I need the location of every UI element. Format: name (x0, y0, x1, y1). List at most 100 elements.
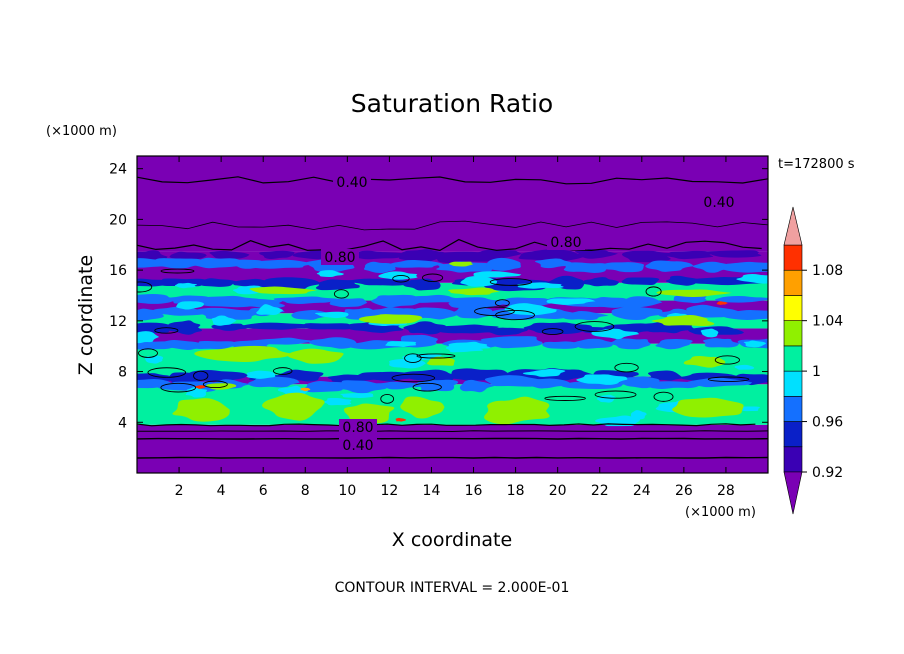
contour-line (714, 355, 740, 365)
x-tick-label: 12 (380, 483, 398, 499)
colorbar-bin (783, 396, 803, 422)
field-patch (615, 296, 663, 308)
field-patch (259, 250, 295, 259)
time-label: t=172800 s (778, 157, 855, 172)
field-patch (358, 314, 423, 324)
y-tick-label: 16 (109, 263, 127, 279)
field-patch (329, 298, 368, 308)
field-patch (248, 376, 300, 388)
contour-line (138, 348, 158, 358)
chart-title: Saturation Ratio (351, 89, 553, 118)
field-patch (611, 305, 663, 321)
field-patch (665, 275, 698, 286)
contour-line (137, 176, 768, 185)
field-patch (407, 294, 464, 303)
x-tick-label: 24 (633, 483, 651, 499)
contour-line (541, 328, 564, 336)
saturation-field (137, 156, 768, 473)
field-patch (323, 398, 352, 406)
x-tick-label: 14 (423, 483, 441, 499)
contour-label-bg (339, 419, 377, 435)
field-patch (176, 301, 204, 310)
field-patch (736, 273, 768, 284)
field-patch (562, 311, 609, 321)
field-patch (137, 293, 178, 304)
field-patch (522, 368, 566, 377)
field-patch (449, 261, 473, 267)
y-tick-label: 12 (109, 314, 127, 330)
contour-line (614, 362, 639, 373)
field-patch (211, 315, 237, 326)
field-patch (672, 397, 744, 418)
contour-label-bg (547, 234, 585, 250)
colorbar-tick-label: 1.04 (812, 314, 843, 330)
field-patch (486, 257, 521, 271)
y-tick-label: 20 (109, 212, 127, 228)
field-patch (484, 375, 540, 387)
field-patch (575, 249, 618, 259)
field-band (137, 156, 768, 252)
field-patch (363, 261, 396, 274)
field-patch (194, 385, 206, 389)
field-patch (389, 259, 445, 268)
field-patch (395, 417, 406, 422)
field-patch (656, 289, 732, 298)
x-tick-label: 6 (259, 483, 268, 499)
colorbar-bin (783, 244, 803, 271)
field-patch (715, 296, 768, 303)
field-patch (460, 275, 498, 287)
field-patch (743, 340, 767, 348)
field-patch (700, 328, 719, 338)
field-patch (316, 270, 344, 278)
field-patch (734, 364, 755, 370)
field-patch (657, 250, 714, 260)
field-patch (483, 396, 550, 425)
contour-line (272, 367, 293, 375)
field-patch (563, 262, 610, 273)
contour-line (160, 382, 197, 393)
field-patch (651, 314, 715, 327)
field-patch (436, 251, 505, 264)
x-tick-label: 4 (217, 483, 226, 499)
contour-line (154, 327, 179, 334)
field-patch (400, 396, 445, 419)
field-patch (416, 379, 459, 392)
x-tick-label: 2 (175, 483, 184, 499)
contour-labels: 0.40 0.40 0.80 0.80 0.80 0.40 (321, 174, 738, 454)
x-tick-label: 28 (717, 483, 735, 499)
colorbar-extend-max (783, 206, 803, 246)
contour-line (391, 373, 436, 383)
contour-line (147, 367, 187, 378)
contour-line (594, 390, 637, 399)
contour-label-bg (700, 194, 738, 210)
x-tick-label: 20 (549, 483, 567, 499)
field-patch (472, 249, 523, 259)
field-patch (137, 331, 160, 344)
field-patch (480, 336, 543, 349)
x-tick-label: 16 (465, 483, 483, 499)
field-patch (277, 385, 309, 396)
field-patch (291, 310, 335, 320)
contour-label-bg (321, 249, 359, 265)
field-patch (683, 355, 726, 368)
field-patch (448, 287, 500, 296)
field-patch (188, 257, 242, 269)
field-patch (262, 392, 325, 421)
field-patch (246, 370, 276, 379)
contour-label: 0.40 (703, 195, 734, 211)
contour-line (707, 376, 750, 382)
contour-line (202, 380, 228, 389)
colorbar-bin (783, 421, 803, 448)
field-patch (452, 306, 493, 319)
contour-line (137, 456, 768, 459)
contour-line (137, 437, 768, 440)
field-patch (518, 249, 587, 262)
contour-line (489, 278, 533, 286)
contour-line (137, 423, 756, 427)
y-tick-label: 8 (118, 365, 127, 381)
contour-line (404, 353, 422, 363)
field-patch (194, 307, 264, 320)
contour-line (412, 382, 442, 392)
field-patch (525, 378, 571, 389)
